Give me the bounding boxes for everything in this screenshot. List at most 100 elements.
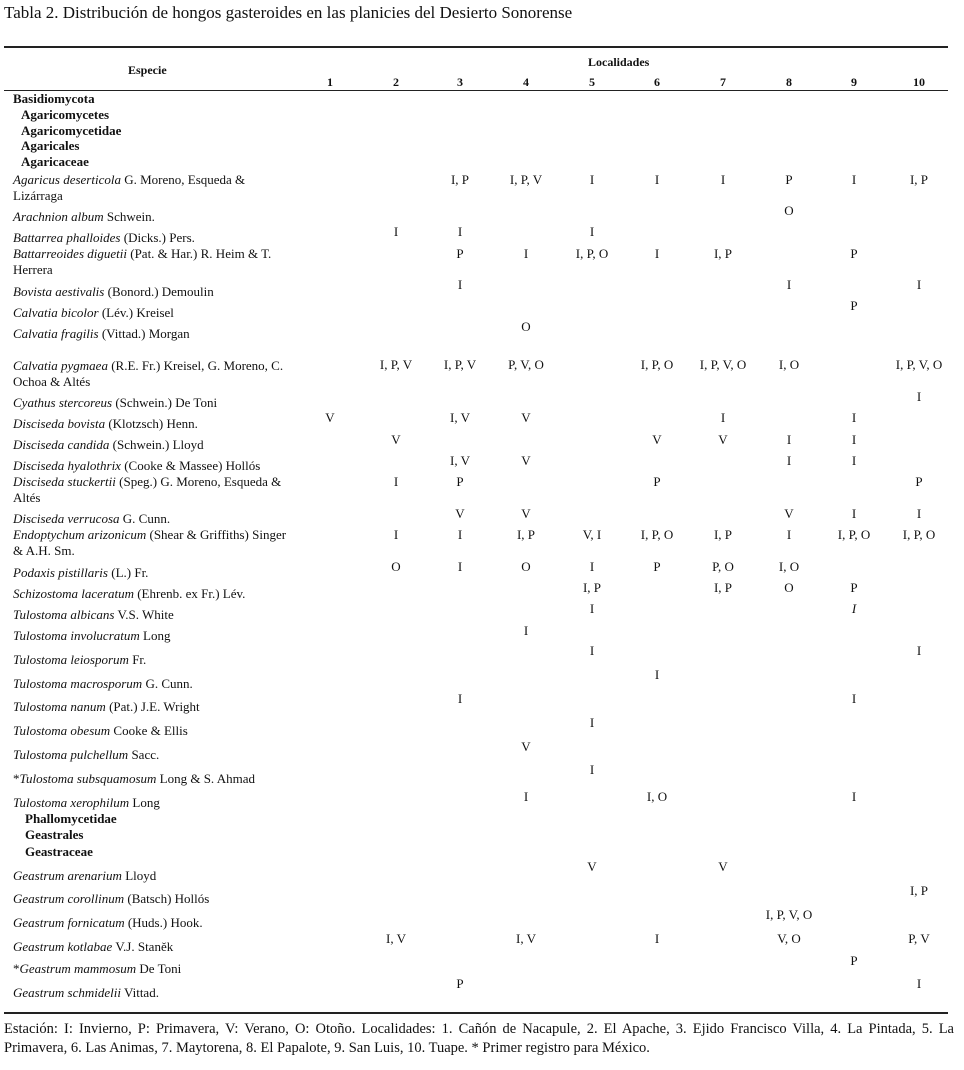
season-cell: I, P, V, O — [895, 357, 943, 372]
season-cell: I, P — [909, 172, 929, 187]
column-header: 6 — [654, 75, 660, 89]
species-name: Tulostoma xerophilum Long — [13, 795, 293, 811]
species-author: De Toni — [139, 961, 182, 976]
season-cell: I — [457, 527, 463, 542]
column-header: 10 — [913, 75, 925, 89]
species-binomial: Geastrum mammosum — [19, 961, 137, 976]
season-cell: I, O — [778, 357, 800, 372]
species-name: Endoptychum arizonicum (Shear & Griffith… — [13, 527, 293, 559]
top-rule — [4, 46, 948, 48]
season-cell: I — [851, 691, 857, 706]
species-header: Especie — [128, 63, 167, 77]
species-author: (R.E. Fr.) Kreisel, G. Moreno, C. Ochoa … — [13, 358, 284, 389]
species-name: Arachnion album Schwein. — [13, 209, 293, 225]
species-name: Tulostoma obesum Cooke & Ellis — [13, 723, 293, 739]
season-cell: V — [391, 432, 401, 447]
season-cell: I — [393, 224, 399, 239]
column-header: 2 — [393, 75, 399, 89]
species-binomial: Tulostoma macrosporum — [13, 676, 143, 691]
species-binomial: Tulostoma albicans — [13, 607, 115, 622]
season-cell: I — [916, 976, 922, 991]
season-cell: I — [851, 506, 857, 521]
species-binomial: Arachnion album — [13, 209, 104, 224]
taxon-heading: Basidiomycota — [13, 91, 95, 106]
season-cell: I — [589, 715, 595, 730]
season-cell: P — [456, 474, 464, 489]
season-cell: I, P — [713, 527, 733, 542]
season-cell: I, P — [516, 527, 536, 542]
species-name: Geastrum corollinum (Batsch) Hollós — [13, 891, 293, 907]
season-cell: I — [654, 172, 660, 187]
season-cell: P, O — [712, 559, 734, 574]
season-cell: P — [850, 246, 858, 261]
season-cell: I — [589, 224, 595, 239]
species-binomial: Tulostoma pulchellum — [13, 747, 129, 762]
species-name: Calvatia bicolor (Lév.) Kreisel — [13, 305, 293, 321]
species-name: Tulostoma leiosporum Fr. — [13, 652, 293, 668]
species-name: Geastrum kotlabae V.J. Staněk — [13, 939, 293, 955]
species-name: Battarreoides diguetii (Pat. & Har.) R. … — [13, 246, 293, 278]
season-cell: O — [521, 319, 531, 334]
season-cell: V — [521, 739, 531, 754]
season-cell: I, P — [909, 883, 929, 898]
species-binomial: Disciseda verrucosa — [13, 511, 120, 526]
species-binomial: Geastrum kotlabae — [13, 939, 113, 954]
season-cell: I — [916, 277, 922, 292]
season-cell: I — [457, 224, 463, 239]
season-cell: V — [587, 859, 597, 874]
species-author: (Bonord.) Demoulin — [107, 284, 214, 299]
season-cell: I, P — [713, 246, 733, 261]
species-binomial: Calvatia bicolor — [13, 305, 99, 320]
species-binomial: Calvatia fragilis — [13, 326, 99, 341]
species-binomial: Disciseda candida — [13, 437, 110, 452]
column-header: 1 — [327, 75, 333, 89]
column-header: 7 — [720, 75, 726, 89]
season-cell: I, V — [450, 453, 470, 468]
header-rule — [4, 90, 948, 91]
species-name: Geastrum arenarium Lloyd — [13, 868, 293, 884]
species-binomial: Disciseda stuckertii — [13, 474, 116, 489]
season-cell: I — [589, 559, 595, 574]
footnote: Estación: I: Invierno, P: Primavera, V: … — [4, 1021, 954, 1056]
season-cell: V — [521, 453, 531, 468]
species-binomial: Disciseda bovista — [13, 416, 106, 431]
season-cell: I, P, O — [837, 527, 871, 542]
species-name: Tulostoma albicans V.S. White — [13, 607, 293, 623]
species-author: (Speg.) G. Moreno, Esqueda & Altés — [13, 474, 282, 505]
season-cell: I — [720, 410, 726, 425]
species-name: Calvatia pygmaea (R.E. Fr.) Kreisel, G. … — [13, 358, 293, 390]
season-cell: I, P — [582, 580, 602, 595]
species-name: Agaricus deserticola G. Moreno, Esqueda … — [13, 172, 293, 204]
species-binomial: Agaricus deserticola — [13, 172, 121, 187]
species-author: (Pat. & Har.) R. Heim & T. Herrera — [13, 246, 272, 277]
species-author: Cooke & Ellis — [113, 723, 188, 738]
species-author: Long — [143, 628, 171, 643]
species-name: Disciseda stuckertii (Speg.) G. Moreno, … — [13, 474, 293, 506]
localities-header: Localidades — [588, 55, 650, 69]
season-cell: I — [654, 667, 660, 682]
species-author: V.J. Staněk — [115, 939, 174, 954]
season-cell: I, P, V, O — [699, 357, 747, 372]
season-cell: O — [521, 559, 531, 574]
season-cell: I, P, V — [443, 357, 477, 372]
season-cell: P — [915, 474, 923, 489]
species-binomial: Geastrum fornicatum — [13, 915, 125, 930]
season-cell: P — [850, 953, 858, 968]
species-binomial: Tulostoma involucratum — [13, 628, 140, 643]
column-header: 4 — [523, 75, 529, 89]
species-name: *Tulostoma subsquamosum Long & S. Ahmad — [13, 771, 293, 787]
species-author: (L.) Fr. — [111, 565, 149, 580]
season-cell: V — [652, 432, 662, 447]
season-cell: P — [785, 172, 793, 187]
species-name: Tulostoma nanum (Pat.) J.E. Wright — [13, 699, 293, 715]
species-name: Geastrum schmidelii Vittad. — [13, 985, 293, 1001]
season-cell: I — [851, 601, 857, 616]
species-name: Tulostoma macrosporum G. Cunn. — [13, 676, 293, 692]
season-cell: V — [718, 432, 728, 447]
first-record-mark: * — [13, 771, 20, 786]
season-cell: I — [523, 789, 529, 804]
season-cell: O — [391, 559, 401, 574]
species-name: Disciseda hyalothrix (Cooke & Massee) Ho… — [13, 458, 293, 474]
season-cell: V, I — [582, 527, 602, 542]
species-binomial: Tulostoma leiosporum — [13, 652, 129, 667]
